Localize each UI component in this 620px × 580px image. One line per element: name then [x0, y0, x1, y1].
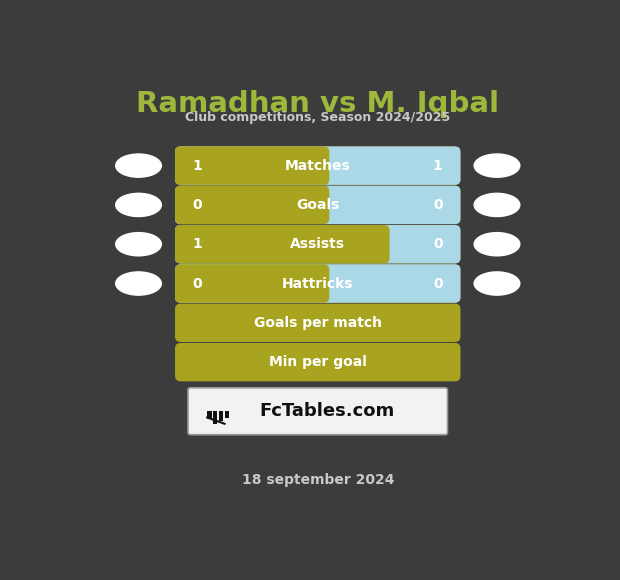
FancyBboxPatch shape — [175, 146, 461, 185]
Text: 18 september 2024: 18 september 2024 — [242, 473, 394, 487]
FancyBboxPatch shape — [175, 225, 389, 263]
Bar — [181, 230, 378, 258]
Text: 0: 0 — [193, 277, 203, 291]
FancyBboxPatch shape — [175, 186, 461, 224]
FancyBboxPatch shape — [175, 303, 461, 342]
Bar — [181, 191, 317, 219]
Text: Club competitions, Season 2024/2025: Club competitions, Season 2024/2025 — [185, 111, 450, 124]
Bar — [181, 270, 317, 298]
Bar — [181, 152, 317, 179]
FancyBboxPatch shape — [175, 225, 461, 263]
Ellipse shape — [474, 154, 520, 177]
Text: Matches: Matches — [285, 158, 351, 173]
FancyBboxPatch shape — [175, 225, 461, 263]
Text: 0: 0 — [433, 198, 443, 212]
Text: 0: 0 — [433, 277, 443, 291]
Ellipse shape — [116, 154, 161, 177]
FancyBboxPatch shape — [175, 186, 461, 224]
Bar — [219, 411, 223, 421]
Bar — [213, 411, 218, 424]
Ellipse shape — [474, 233, 520, 256]
Text: Goals per match: Goals per match — [254, 316, 382, 330]
FancyBboxPatch shape — [175, 264, 329, 303]
FancyBboxPatch shape — [175, 264, 461, 303]
Text: Ramadhan vs M. Iqbal: Ramadhan vs M. Iqbal — [136, 90, 499, 118]
Text: 0: 0 — [433, 237, 443, 251]
Text: Min per goal: Min per goal — [269, 355, 366, 369]
Text: 1: 1 — [433, 158, 443, 173]
Ellipse shape — [474, 193, 520, 216]
Bar — [207, 411, 211, 419]
Text: Assists: Assists — [290, 237, 345, 251]
Ellipse shape — [474, 272, 520, 295]
FancyBboxPatch shape — [188, 388, 448, 434]
Ellipse shape — [116, 233, 161, 256]
Text: 1: 1 — [193, 237, 203, 251]
FancyBboxPatch shape — [175, 186, 329, 224]
Text: Hattricks: Hattricks — [282, 277, 353, 291]
Bar — [224, 411, 229, 418]
FancyBboxPatch shape — [175, 146, 461, 185]
Text: 1: 1 — [193, 158, 203, 173]
FancyBboxPatch shape — [175, 343, 461, 381]
Ellipse shape — [116, 193, 161, 216]
Text: FcTables.com: FcTables.com — [260, 403, 395, 420]
Ellipse shape — [116, 272, 161, 295]
Text: Goals: Goals — [296, 198, 339, 212]
FancyBboxPatch shape — [175, 146, 329, 185]
FancyBboxPatch shape — [175, 264, 461, 303]
Text: 0: 0 — [193, 198, 203, 212]
